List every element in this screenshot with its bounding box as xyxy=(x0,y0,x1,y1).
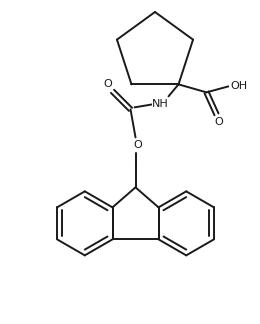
Text: O: O xyxy=(133,140,142,150)
Text: O: O xyxy=(214,117,223,127)
Text: NH: NH xyxy=(152,99,169,110)
Text: OH: OH xyxy=(230,81,247,91)
Text: O: O xyxy=(103,79,112,89)
